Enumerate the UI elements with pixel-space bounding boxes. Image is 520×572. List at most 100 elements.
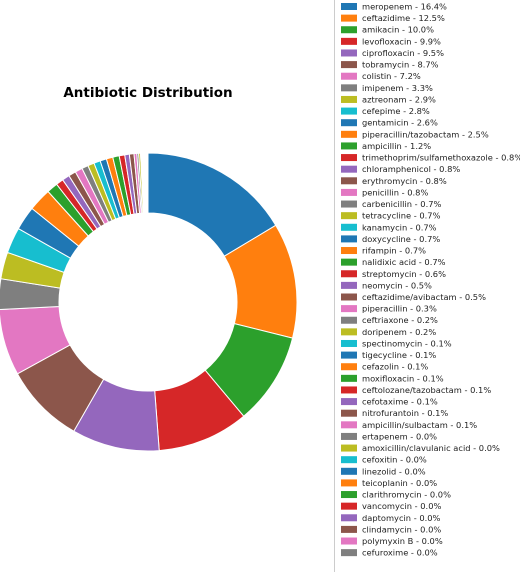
legend-label: chloramphenicol - 0.8% [362,164,460,174]
legend-swatch [341,223,357,231]
legend-swatch [341,177,357,185]
legend-swatch [341,188,357,196]
legend-label: cefepime - 2.8% [362,106,430,116]
legend-label: gentamicin - 2.6% [362,118,438,128]
legend-label: rifampin - 0.7% [362,246,426,256]
legend-swatch [341,456,357,464]
legend-swatch [341,200,357,208]
legend-swatch [341,235,357,243]
legend-label: spectinomycin - 0.1% [362,338,452,348]
legend-label: carbenicillin - 0.7% [362,199,441,209]
legend-label: kanamycin - 0.7% [362,222,437,232]
legend-frame [334,0,520,572]
legend-swatch [341,37,357,45]
legend-swatch [341,339,357,347]
legend-swatch [341,479,357,487]
legend-swatch [341,421,357,429]
legend-label: tobramycin - 8.7% [362,60,439,70]
legend-swatch [341,537,357,545]
legend-label: neomycin - 0.5% [362,280,432,290]
legend-swatch [341,409,357,417]
legend-swatch [341,281,357,289]
legend-label: imipenem - 3.3% [362,83,433,93]
legend-label: ampicillin - 1.2% [362,141,431,151]
legend-swatch [341,316,357,324]
legend-swatch [341,14,357,22]
legend-label: aztreonam - 2.9% [362,94,436,104]
legend-label: vancomycin - 0.0% [362,501,441,511]
legend-swatch [341,130,357,138]
legend-label: levofloxacin - 9.9% [362,36,441,46]
legend-label: clarithromycin - 0.0% [362,490,451,500]
legend-label: doripenem - 0.2% [362,327,436,337]
legend-label: linezolid - 0.0% [362,466,426,476]
legend-swatch [341,72,357,80]
legend-label: tetracycline - 0.7% [362,211,441,221]
legend-swatch [341,467,357,475]
legend-label: piperacillin/tazobactam - 2.5% [362,129,489,139]
legend-label: daptomycin - 0.0% [362,513,441,523]
legend-label: piperacillin - 0.3% [362,304,437,314]
legend-label: ceftriaxone - 0.2% [362,315,438,325]
legend-swatch [341,514,357,522]
legend-label: nalidixic acid - 0.7% [362,257,446,267]
legend-label: clindamycin - 0.0% [362,524,441,534]
legend-swatch [341,95,357,103]
legend-swatch [341,119,357,127]
legend-label: teicoplanin - 0.0% [362,478,437,488]
legend-swatch [341,84,357,92]
pie-slice [146,152,149,214]
legend-swatch [341,212,357,220]
legend-label: cefuroxime - 0.0% [362,548,438,558]
legend-label: ciprofloxacin - 9.5% [362,48,444,58]
legend-label: amoxicillin/clavulanic acid - 0.0% [362,443,500,453]
donut-slices [0,152,298,452]
legend-label: trimethoprim/sulfamethoxazole - 0.8% [362,153,520,163]
legend-label: ertapenem - 0.0% [362,431,437,441]
legend-label: colistin - 7.2% [362,71,421,81]
legend-swatch [341,444,357,452]
legend-swatch [341,328,357,336]
legend-label: meropenem - 16.4% [362,2,447,12]
legend-swatch [341,3,357,10]
legend-swatch [341,491,357,499]
legend-swatch [341,293,357,301]
legend-label: nitrofurantoin - 0.1% [362,408,448,418]
legend-swatch [341,107,357,115]
legend-label: amikacin - 10.0% [362,25,434,35]
legend-label: ceftazidime/avibactam - 0.5% [362,292,486,302]
legend-label: ceftolozane/tazobactam - 0.1% [362,385,491,395]
legend-swatch [341,270,357,278]
legend-swatch [341,432,357,440]
legend-label: doxycycline - 0.7% [362,234,440,244]
legend-swatch [341,142,357,150]
legend-label: erythromycin - 0.8% [362,176,447,186]
legend-label: polymyxin B - 0.0% [362,536,443,546]
legend-label: cefotaxime - 0.1% [362,397,438,407]
legend-label: ceftazidime - 12.5% [362,13,445,23]
legend-label: streptomycin - 0.6% [362,269,446,279]
legend: meropenem - 16.4%ceftazidime - 12.5% amik… [334,0,520,572]
legend-label: cefazolin - 0.1% [362,362,428,372]
legend-swatch [341,165,357,173]
legend-label: penicillin - 0.8% [362,187,428,197]
legend-swatch [341,386,357,394]
legend-swatch [341,502,357,510]
legend-swatch [341,61,357,69]
legend-swatch [341,26,357,34]
legend-swatch [341,525,357,533]
legend-swatch [341,374,357,382]
legend-swatch [341,549,357,557]
legend-label: ampicillin/sulbactam - 0.1% [362,420,477,430]
chart-title: Antibiotic Distribution [63,85,232,101]
legend-label: tigecycline - 0.1% [362,350,436,360]
legend-swatch [341,247,357,255]
legend-label: cefoxitin - 0.0% [362,455,427,465]
legend-swatch [341,363,357,371]
legend-swatch [341,154,357,162]
legend-swatch [341,305,357,313]
legend-label: moxifloxacin - 0.1% [362,373,444,383]
legend-swatch [341,49,357,57]
legend-swatch [341,398,357,406]
